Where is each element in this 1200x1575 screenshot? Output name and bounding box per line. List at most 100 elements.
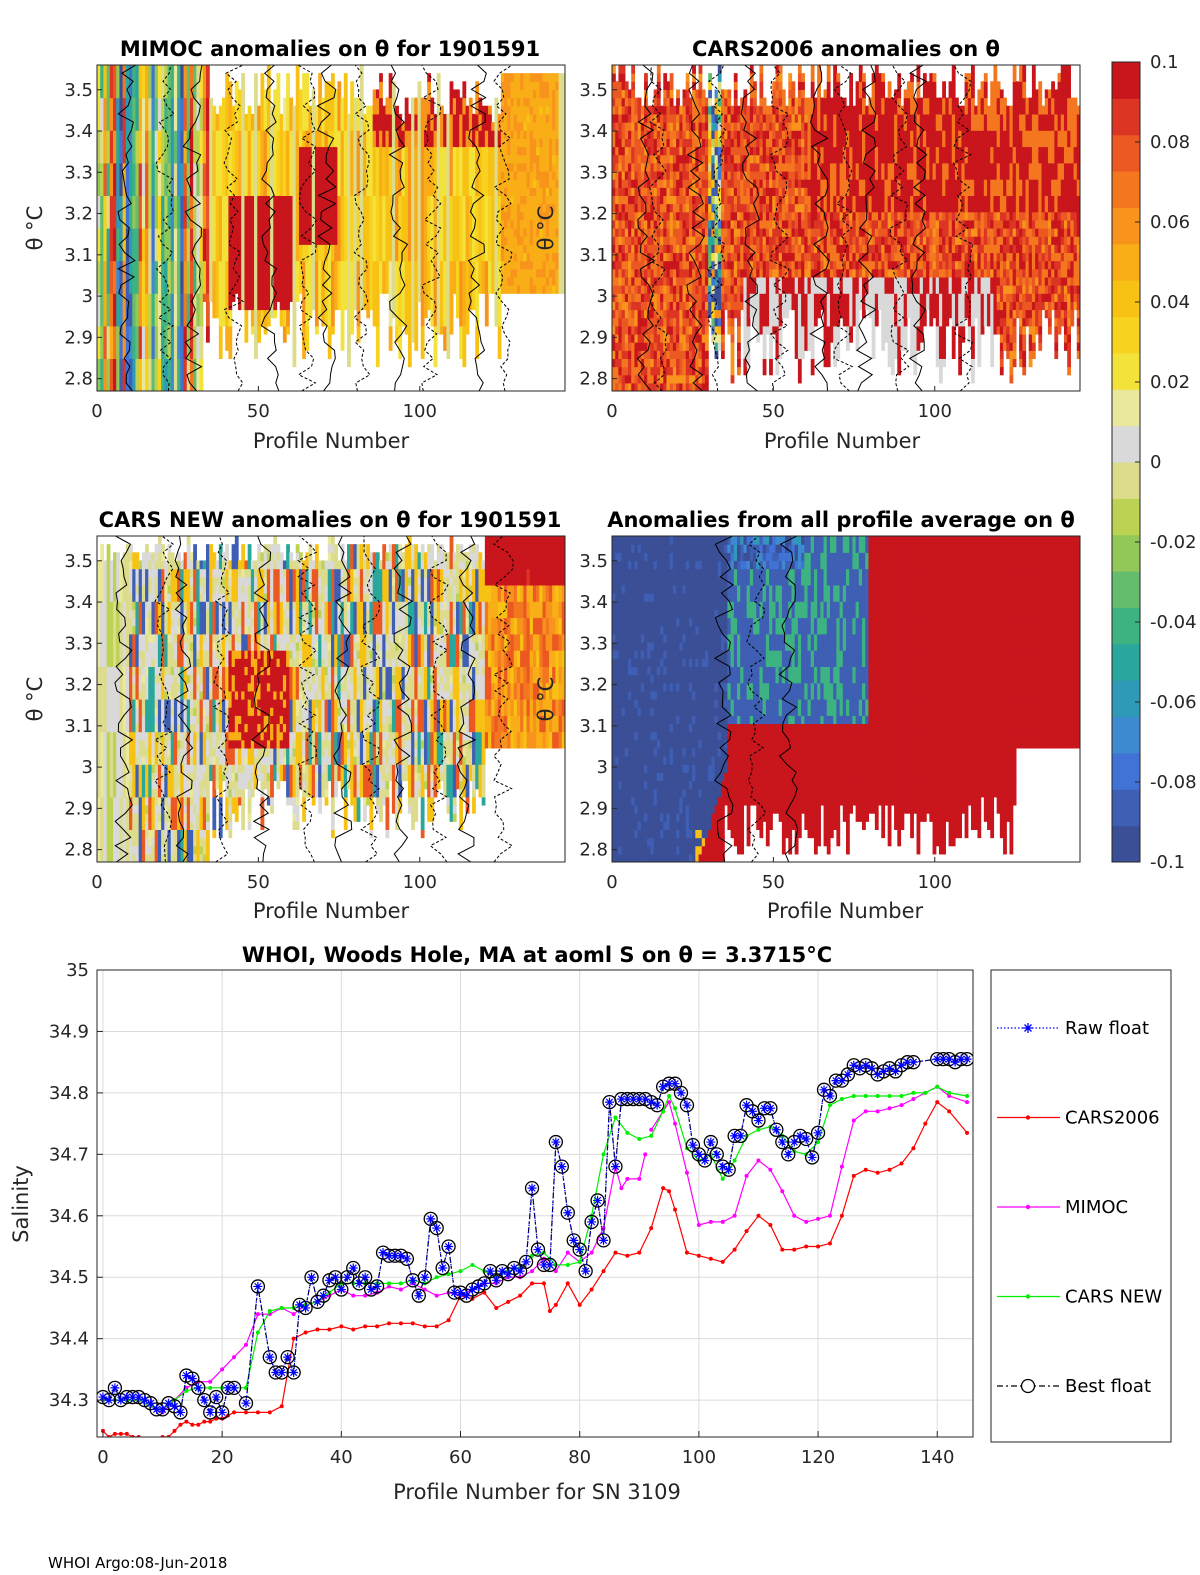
heatmap-cell: [122, 105, 127, 115]
heatmap-cell: [552, 268, 556, 278]
heatmap-cell: [308, 138, 313, 148]
heatmap-cell: [513, 170, 518, 180]
heatmap-cell: [289, 244, 294, 254]
heatmap-cell: [631, 170, 636, 180]
heatmap-cell: [436, 187, 441, 196]
heatmap-cell: [631, 285, 636, 294]
heatmap-cell: [122, 285, 127, 294]
heatmap-cell: [135, 211, 140, 221]
heatmap-cell: [618, 146, 623, 156]
heatmap-cell: [97, 130, 101, 139]
heatmap-cell: [135, 113, 140, 123]
heatmap-cell: [145, 211, 149, 221]
heatmap-cell: [257, 122, 262, 131]
heatmap-cell: [456, 260, 460, 270]
heatmap-cell: [205, 97, 210, 107]
heatmap-cell: [119, 350, 124, 359]
heatmap-cell: [375, 105, 380, 115]
heatmap-cell: [548, 89, 553, 99]
heatmap-cell: [202, 228, 207, 237]
heatmap-cell: [103, 89, 108, 99]
heatmap-cell: [250, 122, 255, 131]
heatmap-cell: [468, 154, 473, 164]
heatmap-cell: [475, 113, 480, 123]
heatmap-cell: [157, 309, 162, 319]
heatmap-cell: [350, 268, 355, 278]
heatmap-cell: [624, 89, 629, 99]
heatmap-cell: [276, 179, 281, 188]
heatmap-cell: [186, 73, 191, 82]
heatmap-cell: [612, 325, 616, 335]
heatmap-cell: [295, 195, 300, 205]
heatmap-cell: [302, 228, 306, 237]
heatmap-cell: [141, 366, 146, 376]
heatmap-cell: [462, 203, 467, 213]
heatmap-cell: [321, 228, 326, 237]
heatmap-cell: [202, 219, 207, 229]
heatmap-cell: [452, 187, 457, 196]
heatmap-cell: [282, 113, 287, 123]
heatmap-cell: [228, 228, 233, 237]
heatmap-cell: [548, 219, 553, 229]
heatmap-cell: [436, 122, 441, 131]
heatmap-cell: [286, 122, 290, 131]
heatmap-cell: [244, 317, 249, 327]
heatmap-cell: [231, 219, 236, 229]
heatmap-cell: [465, 228, 470, 237]
heatmap-cell: [462, 317, 467, 327]
heatmap-cell: [311, 276, 316, 286]
heatmap-cell: [238, 130, 242, 139]
heatmap-cell: [324, 301, 329, 311]
heatmap-cell: [97, 146, 101, 156]
heatmap-cell: [97, 105, 101, 115]
heatmap-cell: [475, 309, 480, 319]
heatmap-cell: [141, 382, 146, 391]
heatmap-cell: [138, 219, 143, 229]
heatmap-cell: [314, 138, 319, 148]
heatmap-cell: [189, 285, 194, 294]
heatmap-cell: [398, 195, 403, 205]
heatmap-cell: [180, 162, 185, 172]
heatmap-cell: [228, 333, 233, 343]
heatmap-cell: [526, 105, 531, 115]
heatmap-cell: [558, 130, 563, 139]
heatmap-cell: [234, 236, 239, 245]
heatmap-cell: [340, 325, 345, 335]
heatmap-cell: [132, 219, 137, 229]
heatmap-cell: [552, 130, 556, 139]
heatmap-cell: [433, 211, 438, 221]
heatmap-cell: [205, 187, 210, 196]
heatmap-cell: [523, 187, 528, 196]
heatmap-cell: [561, 122, 565, 131]
heatmap-cell: [132, 97, 137, 107]
heatmap-cell: [180, 276, 185, 286]
heatmap-cell: [161, 97, 165, 107]
heatmap-cell: [279, 260, 284, 270]
heatmap-cell: [132, 73, 137, 82]
heatmap-cell: [484, 317, 489, 327]
heatmap-cell: [167, 276, 172, 286]
heatmap-cell: [532, 97, 537, 107]
heatmap-cell: [516, 146, 521, 156]
heatmap-cell: [452, 211, 457, 221]
heatmap-cell: [205, 211, 210, 221]
heatmap-cell: [500, 211, 505, 221]
heatmap-cell: [375, 122, 380, 131]
heatmap-cell: [199, 285, 204, 294]
heatmap-cell: [238, 170, 242, 180]
heatmap-cell: [113, 358, 117, 368]
heatmap-cell: [135, 244, 140, 254]
heatmap-cell: [295, 293, 300, 302]
heatmap-cell: [113, 382, 117, 391]
heatmap-cell: [407, 154, 412, 164]
heatmap-cell: [443, 154, 447, 164]
heatmap-cell: [257, 203, 262, 213]
heatmap-cell: [157, 97, 162, 107]
heatmap-cell: [145, 89, 149, 99]
heatmap-cell: [459, 179, 464, 188]
heatmap-cell: [484, 138, 489, 148]
heatmap-cell: [363, 130, 367, 139]
heatmap-cell: [103, 203, 108, 213]
heatmap-cell: [244, 325, 249, 335]
heatmap-cell: [628, 130, 632, 139]
